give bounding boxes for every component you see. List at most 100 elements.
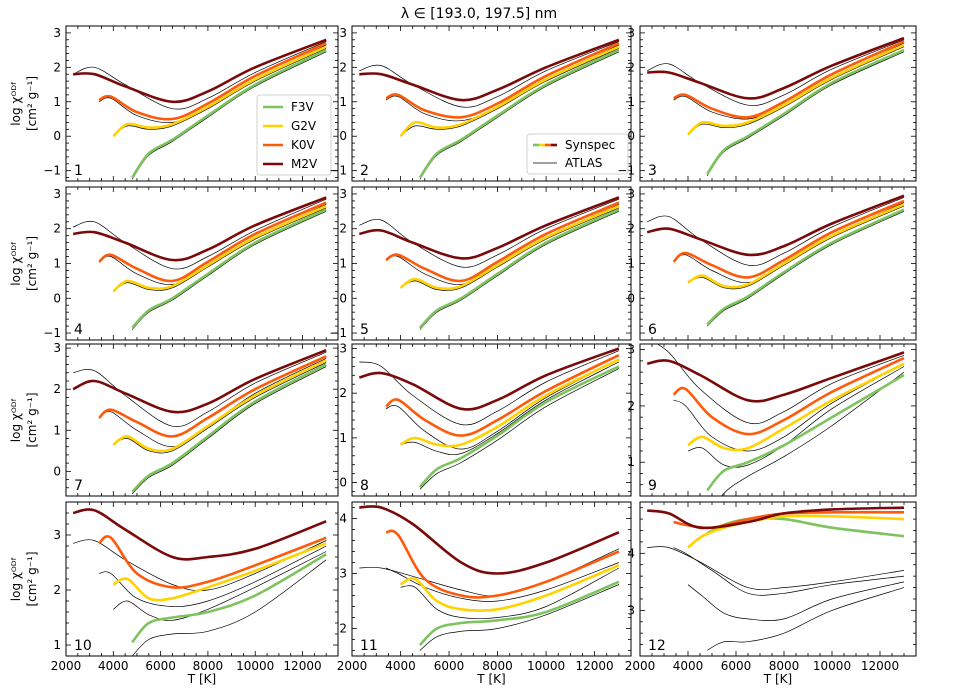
x-tick-label: 4000 [98, 659, 129, 673]
synspec-line-M2V [72, 508, 327, 561]
y-tick-label: 1 [53, 95, 61, 109]
y-axis-unit: [cm² g⁻¹] [25, 551, 39, 606]
x-tick-label: 10000 [527, 659, 565, 673]
y-tick-label: 3 [627, 26, 635, 40]
series-group [358, 347, 620, 490]
series-group [646, 344, 905, 496]
panel-frame [351, 501, 632, 657]
synspec-line-G2V [687, 43, 905, 136]
y-tick-label: 1 [627, 455, 635, 469]
x-axis-label: T [K] [763, 672, 792, 686]
x-tick-label: 12000 [283, 659, 321, 673]
atlas-line-M2V [73, 539, 327, 591]
synspec-line-K0V [98, 355, 327, 438]
y-tick-label: 0 [339, 291, 347, 305]
synspec-line-F3V [131, 208, 327, 329]
panel-number: 9 [648, 478, 657, 494]
atlas-line-F3V [706, 51, 905, 177]
y-tick-label: 3 [627, 603, 635, 617]
y-tick-label: 2 [53, 60, 61, 74]
atlas-line-F3V [131, 559, 327, 656]
y-tick-label: 3 [627, 343, 635, 357]
synspec-line-M2V [647, 506, 905, 530]
y-axis-label: log χᴼᴰᶠ [9, 241, 23, 285]
panel-number: 11 [360, 638, 378, 654]
synspec-line-F3V [131, 363, 327, 493]
panel-frame [351, 343, 632, 497]
panel-6: 0 1 2 3 6 [627, 186, 917, 341]
y-tick-label: 0 [339, 129, 347, 143]
legend-label-K0V: K0V [291, 138, 316, 152]
y-tick-label: 2 [627, 222, 635, 236]
atlas-line-G2V [113, 48, 327, 137]
synspec-line-M2V [646, 194, 905, 257]
x-axis-label: T [K] [476, 672, 505, 686]
atlas-line-F3V [707, 587, 905, 651]
panel-number: 3 [648, 163, 657, 179]
x-tick-label: 6000 [721, 659, 752, 673]
legend-label-synspec: Synspec [565, 138, 615, 152]
synspec-line-F3V [418, 208, 620, 329]
synspec-line-M2V [358, 347, 620, 411]
atlas-line-F3V [131, 210, 327, 330]
synspec-line-F3V [418, 365, 620, 489]
atlas-line-K0V [673, 547, 905, 596]
y-tick-label: 0 [53, 291, 61, 305]
synspec-line-M2V [647, 36, 905, 100]
panel-number: 12 [648, 638, 666, 654]
y-tick-label: 3 [339, 187, 347, 201]
synspec-line-F3V [131, 48, 327, 179]
y-tick-label: −1 [617, 164, 635, 178]
y-tick-label: 3 [339, 567, 347, 581]
y-tick-label: 1 [627, 257, 635, 271]
atlas-line-G2V [687, 366, 905, 468]
synspec-line-K0V [385, 42, 620, 119]
atlas-line-M2V [359, 198, 620, 268]
synspec-line-G2V [399, 204, 620, 291]
series-group [647, 36, 905, 177]
atlas-line-M2V [359, 41, 620, 108]
y-tick-label: 3 [339, 341, 347, 355]
y-tick-label: 2 [53, 382, 61, 396]
legend-label-M2V: M2V [291, 157, 318, 171]
atlas-line-G2V [113, 551, 327, 621]
legend-label-F3V: F3V [291, 100, 315, 114]
x-tick-label: 10000 [236, 659, 274, 673]
panel-8: 0 1 2 3 8 [339, 341, 632, 497]
synspec-line-G2V [687, 362, 905, 452]
atlas-line-F3V [419, 584, 620, 651]
atlas-line-G2V [400, 361, 620, 456]
x-tick-label: 6000 [434, 659, 465, 673]
y-axis-label: log χᴼᴰᶠ [9, 81, 23, 125]
atlas-line-G2V [687, 581, 905, 622]
y-axis-label: log χᴼᴰᶠ [9, 398, 23, 442]
y-tick-label: −1 [43, 164, 61, 178]
synspec-line-M2V [646, 351, 905, 403]
legend-box [256, 94, 332, 176]
x-tick-label: 2000 [337, 659, 368, 673]
y-tick-label: 3 [53, 187, 61, 201]
panel-number: 10 [74, 638, 92, 654]
synspec-line-K0V [672, 356, 905, 436]
y-tick-label: 1 [53, 638, 61, 652]
atlas-line-M2V [72, 41, 327, 110]
atlas-line-M2V [647, 546, 905, 591]
panel-number: 1 [74, 163, 83, 179]
x-tick-label: 4000 [673, 659, 704, 673]
legend-label-G2V: G2V [291, 119, 317, 133]
panel-frame [65, 501, 339, 657]
atlas-line-M2V [72, 198, 327, 270]
atlas-line-M2V [647, 39, 905, 106]
synspec-line-F3V [418, 580, 620, 646]
atlas-line-K0V [385, 359, 620, 450]
synspec-line-K0V [672, 199, 905, 279]
x-tick-label: 10000 [813, 659, 851, 673]
atlas-line-K0V [98, 358, 327, 448]
y-tick-label: 2 [339, 622, 347, 636]
y-tick-label: 2 [53, 583, 61, 597]
panel-frame [639, 501, 917, 657]
x-tick-label: 8000 [769, 659, 800, 673]
synspec-line-F3V [706, 373, 905, 492]
atlas-line-F3V [131, 366, 327, 495]
y-axis-unit: [cm² g⁻¹] [25, 392, 39, 447]
